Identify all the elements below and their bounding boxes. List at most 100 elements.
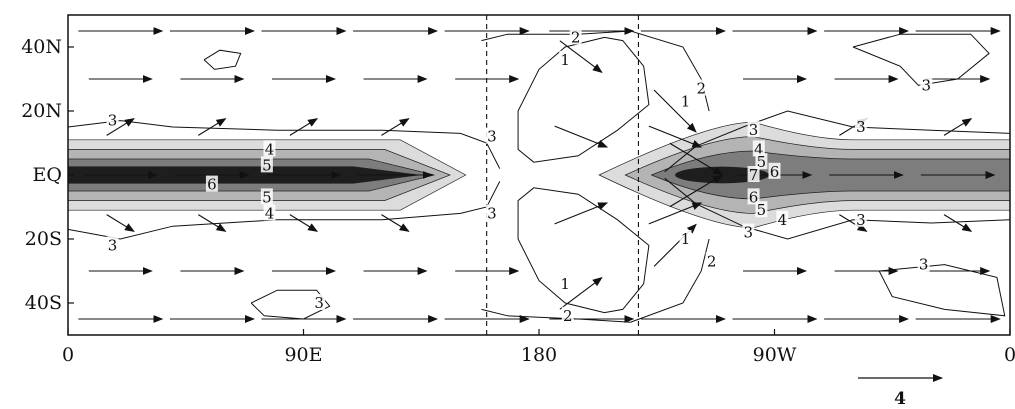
contour-label: 2 [696, 80, 706, 98]
contour-label-bg [747, 166, 760, 182]
contour-1-south-loop [517, 187, 650, 314]
y-tick-label: 20S [25, 228, 62, 250]
wind-vector [669, 174, 724, 208]
contour-label-bg [747, 188, 760, 205]
contour-label: 7 [749, 166, 759, 184]
contour-label-bg [755, 153, 768, 170]
contour-label: 2 [571, 28, 581, 46]
contour-label: 3 [108, 112, 118, 130]
contour-label: 6 [207, 176, 217, 194]
y-tick-label: 40S [25, 292, 62, 314]
contour-label-bg [260, 156, 273, 173]
wind-vector [943, 214, 973, 232]
contour-label-bg [854, 210, 867, 227]
contour-label: 6 [770, 163, 780, 181]
contour-label: 1 [560, 275, 570, 293]
contour-label-bg [559, 274, 572, 291]
wind-vector [106, 214, 135, 232]
wind-vector [289, 214, 319, 232]
wind-vector [289, 118, 319, 136]
contour-label-bg [313, 294, 326, 310]
y-tick-label: 20N [21, 100, 62, 122]
contour-label-bg [263, 140, 276, 157]
contour-label: 3 [487, 128, 497, 146]
wind-vector [554, 125, 609, 148]
contour-label-bg [752, 140, 765, 157]
contour-label-bg [679, 230, 692, 246]
contour-label-bg [485, 204, 498, 221]
x-tick-label: 90E [284, 344, 322, 366]
x-tick-label: 180 [521, 344, 557, 366]
contour-label-bg [768, 162, 781, 179]
contour-label: 3 [108, 236, 118, 254]
contour-label-bg [263, 204, 276, 221]
contour-label-bg [679, 92, 692, 109]
contour-label: 5 [757, 201, 767, 219]
wind-vector [559, 277, 603, 310]
contour-label: 1 [560, 51, 570, 69]
contour-label: 1 [681, 92, 691, 110]
wind-vector [669, 142, 724, 176]
contour-3-closed-b [852, 33, 990, 86]
contour-label: 4 [778, 211, 788, 229]
x-axis-ticks: 0 90E 180 90W 0 [62, 329, 1015, 366]
contour-label: 4 [265, 204, 275, 222]
contour-label-bg [742, 223, 755, 240]
contour-label-bg [106, 111, 119, 128]
contour-3-southwest [68, 181, 501, 240]
reference-vector: 4 [858, 374, 943, 409]
contour-label-bg [920, 76, 933, 93]
contour-3-closed-d [878, 264, 1006, 317]
contour-label: 2 [563, 307, 573, 325]
contour-label-bg [917, 255, 930, 272]
contour-label-bg [485, 127, 498, 144]
wind-vector [106, 118, 135, 136]
contour-label: 5 [757, 153, 767, 171]
reference-vector-label: 4 [894, 389, 906, 409]
y-tick-label: EQ [33, 164, 62, 186]
contour-label: 4 [754, 140, 764, 158]
contour-label: 3 [921, 76, 931, 94]
y-axis-ticks: 40N 20N EQ 20S 40S [21, 36, 74, 314]
contour-label: 3 [487, 204, 497, 222]
contour-label: 3 [856, 211, 866, 229]
contour-label: 3 [749, 121, 759, 139]
wind-vector [197, 214, 227, 232]
y-tick-label: 40N [21, 36, 62, 58]
contour-label: 1 [681, 230, 691, 248]
contour-label: 3 [856, 118, 866, 136]
contour-label-bg [569, 28, 582, 45]
x-tick-label: 0 [1004, 344, 1015, 366]
contour-label-bg [854, 118, 867, 134]
contour-label-bg [747, 121, 760, 138]
wind-vector [381, 214, 410, 232]
wind-vector [839, 214, 868, 232]
contour-label: 5 [262, 156, 272, 174]
contour-2-north [481, 30, 710, 112]
contour-label: 3 [744, 224, 754, 242]
contour-label-bg [561, 306, 574, 323]
contour-1-north-loop [517, 36, 650, 163]
wind-vectors [78, 27, 1001, 323]
contour-label: 6 [749, 188, 759, 206]
contour-3-closed-a [203, 49, 242, 70]
wind-vector [648, 202, 703, 225]
contour-label: 4 [265, 140, 275, 158]
contour-label-bg [106, 236, 119, 253]
contour-label-bg [260, 188, 273, 205]
contour-3-closed-c [250, 289, 331, 320]
x-tick-label: 0 [62, 344, 74, 366]
contour-label-bg [755, 201, 768, 218]
contour-label-bg [559, 50, 572, 67]
contour-label: 3 [919, 256, 929, 274]
x-tick-label: 90W [753, 344, 797, 366]
contour-label: 5 [262, 188, 272, 206]
contour-label: 2 [707, 252, 717, 270]
contour-2-south [481, 238, 710, 323]
wind-vector [943, 118, 973, 136]
contour-label: 3 [314, 294, 324, 312]
wind-vector [381, 118, 410, 136]
wind-vector [554, 202, 609, 225]
